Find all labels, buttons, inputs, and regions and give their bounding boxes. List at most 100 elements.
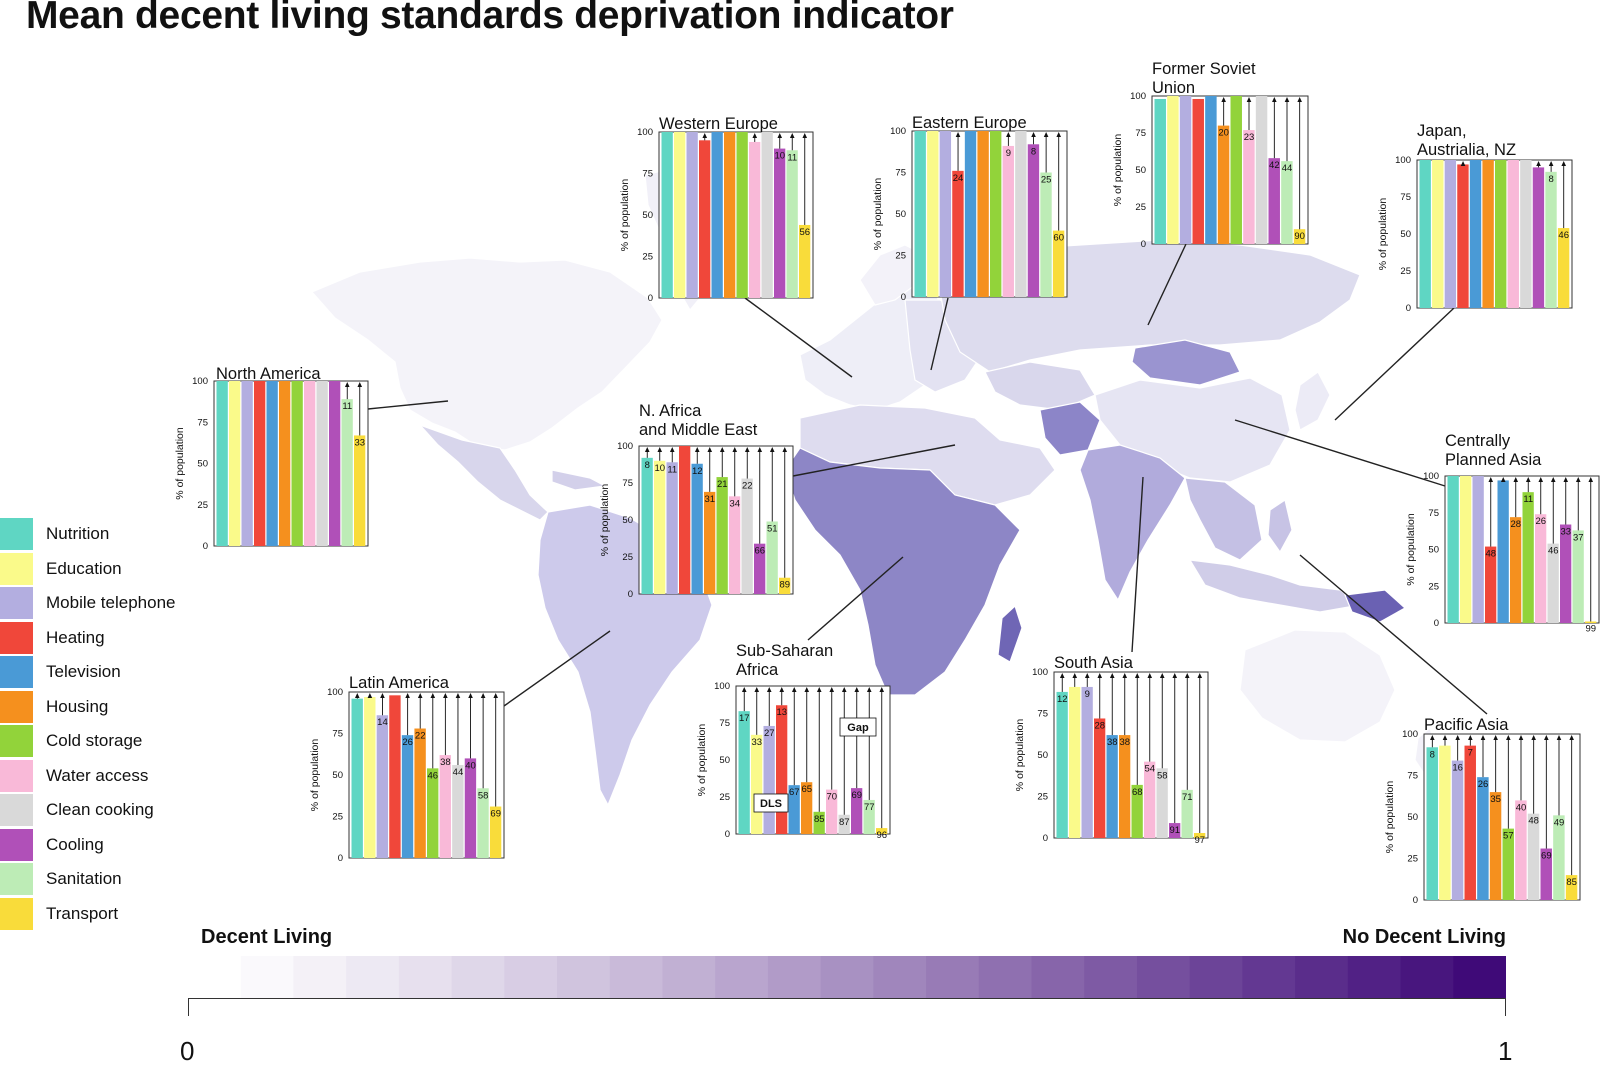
scale-right-label: No Decent Living (1342, 926, 1506, 948)
gap-arrow-head (1536, 161, 1541, 166)
legend-label: Cold storage (46, 731, 143, 750)
dls-bar (1444, 160, 1457, 308)
scale-axis-line (188, 998, 1506, 999)
y-tick-label: 100 (1032, 667, 1048, 678)
scale-step (1189, 956, 1243, 998)
gap-value-label: 26 (402, 737, 413, 748)
gap-value-label: 11 (342, 401, 352, 412)
dls-bar (1482, 160, 1494, 308)
scale-step (1347, 956, 1402, 998)
legend-label: Television (46, 662, 121, 681)
mongolia-shape (1131, 339, 1241, 386)
leader-line (792, 444, 956, 477)
y-tick-label: 25 (1135, 202, 1146, 213)
dls-bar (1154, 98, 1166, 245)
gap-value-label: 44 (1282, 163, 1293, 174)
y-tick-label: 25 (719, 792, 730, 803)
legend-swatch (0, 621, 33, 654)
dls-bar (1472, 476, 1484, 623)
y-tick-label: 50 (197, 459, 208, 470)
gap-arrow-head (344, 382, 350, 387)
dls-bar (1469, 160, 1482, 308)
gap-value-label: 54 (1144, 764, 1155, 775)
y-tick-label: 75 (1407, 771, 1418, 782)
gap-value-label: 28 (1094, 720, 1105, 731)
gap-value-label: 46 (428, 770, 439, 781)
region-inset: Latin America 0 25 50 75 100 % of population 14… (309, 674, 505, 864)
y-tick-label: 25 (1428, 581, 1439, 592)
dls-bar (389, 695, 401, 858)
y-tick-label: 75 (895, 168, 906, 179)
scale-step (978, 956, 1033, 998)
gap-value-label: 10 (774, 151, 785, 162)
y-tick-label: 25 (1037, 792, 1048, 803)
dls-bar (1464, 745, 1476, 900)
y-tick-label: 50 (332, 770, 343, 781)
scale-tick-max (1505, 998, 1506, 1016)
gap-arrow-head (1297, 97, 1302, 102)
southeast-asia-shape (1184, 477, 1263, 561)
scale-step (451, 956, 505, 998)
dls-bar (1545, 171, 1557, 308)
y-tick-label: 25 (197, 500, 208, 511)
gap-value-label: 60 (1053, 233, 1064, 244)
gap-arrow-head (789, 133, 795, 138)
scale-step (1400, 956, 1454, 998)
y-axis-label: % of population (1405, 513, 1417, 586)
gap-arrow-head (644, 447, 650, 452)
gap-value-label: 14 (377, 717, 388, 728)
dls-bar (1194, 833, 1206, 838)
gap-value-label: 48 (1528, 816, 1539, 827)
legend-swatch (0, 552, 33, 585)
gap-value-label: 26 (1478, 779, 1489, 790)
region-inset: South Asia 0 25 50 75 100 % of population 12 9 28… (1014, 654, 1209, 846)
gap-arrow-head (744, 447, 750, 452)
dls-bar (699, 140, 711, 298)
dls-bar (729, 496, 741, 594)
legend-swatch (0, 828, 33, 861)
dls-bar (1439, 745, 1451, 900)
legend-label: Mobile telephone (46, 593, 176, 612)
y-tick-label: 75 (719, 718, 730, 729)
dls-bar (1052, 230, 1065, 297)
dls-bar (414, 728, 426, 858)
y-tick-label: 100 (1395, 155, 1411, 166)
gap-arrow-head (1246, 97, 1252, 102)
gap-value-label: 20 (1218, 128, 1229, 139)
gap-value-label: 8 (1031, 146, 1036, 157)
dls-bar (977, 131, 989, 297)
legend-label: Water access (46, 765, 149, 785)
dls-bar (1293, 229, 1306, 244)
gap-value-label: 10 (654, 463, 665, 474)
gap-arrow-head (1172, 673, 1178, 678)
gap-arrow-head (430, 693, 436, 698)
leader-line (1299, 554, 1488, 715)
gap-arrow-head (1493, 735, 1498, 740)
y-tick-label: 0 (901, 292, 906, 303)
gap-value-label: 96 (876, 830, 887, 841)
dls-bar (641, 457, 653, 594)
dls-bar (1553, 815, 1565, 900)
dls-bar (1585, 621, 1597, 623)
gap-value-label: 16 (1452, 763, 1463, 774)
gap-value-label: 42 (1269, 160, 1280, 171)
gap-arrow-head (1550, 477, 1556, 482)
dls-bar (216, 381, 228, 546)
dls-bar (799, 224, 811, 298)
dls-bar (763, 725, 775, 834)
dls-bar (351, 698, 363, 858)
y-tick-label: 75 (622, 478, 633, 489)
gap-arrow-head (779, 687, 785, 692)
gap-value-label: 28 (1510, 519, 1521, 530)
gap-value-label: 17 (739, 713, 750, 724)
gap-arrow-head (702, 133, 708, 138)
gap-arrow-head (1059, 673, 1065, 678)
region-title: Japan, Austrialia, NZ (1417, 122, 1516, 159)
dls-bar (279, 381, 291, 546)
dls-bar (1217, 125, 1230, 244)
gap-arrow-head (1284, 97, 1290, 102)
y-tick-label: 50 (1428, 545, 1439, 556)
gap-value-label: 33 (751, 737, 762, 748)
gap-value-label: 24 (953, 173, 964, 184)
gap-value-label: 70 (826, 792, 837, 803)
